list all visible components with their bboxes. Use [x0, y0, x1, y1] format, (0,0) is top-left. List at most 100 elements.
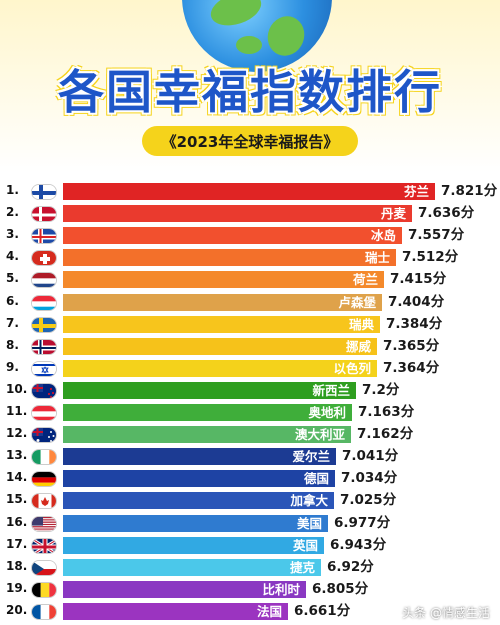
rank-label: 6. [6, 293, 19, 308]
bar-ireland [63, 448, 336, 466]
chart-row-finland: 1. 芬兰 7.821分 [0, 182, 500, 202]
bar-netherlands [63, 271, 384, 289]
value-label: 7.2分 [362, 381, 400, 398]
value-label: 7.557分 [408, 227, 465, 244]
bar-uk [63, 536, 324, 554]
chart-row-luxembourg: 6. 卢森堡 7.404分 [0, 293, 500, 313]
rank-label: 10. [6, 381, 28, 396]
bar-denmark [63, 205, 412, 223]
value-label: 6.943分 [330, 536, 387, 553]
bar-canada [63, 492, 334, 510]
country-label: 挪威 [345, 338, 371, 354]
bar-austria [63, 404, 352, 421]
country-label: 加拿大 [290, 493, 328, 509]
value-label: 6.805分 [312, 580, 369, 597]
value-label: 7.162分 [357, 426, 414, 443]
rank-label: 16. [6, 514, 28, 529]
germany-flag-icon [31, 471, 57, 488]
country-label: 芬兰 [403, 184, 429, 199]
chart-row-israel: 9. 以色列 7.364分 [0, 359, 500, 379]
country-label: 以色列 [333, 360, 371, 376]
country-label: 荷兰 [352, 272, 378, 288]
austria-flag-icon [31, 405, 57, 421]
rank-label: 20. [6, 602, 28, 617]
bar-israel [63, 359, 377, 377]
chart-row-australia: 12. 澳大利亚 7.162分 [0, 425, 500, 445]
chart-row-germany: 14. 德国 7.034分 [0, 469, 500, 489]
usa-flag-icon [31, 515, 57, 532]
value-label: 7.512分 [402, 249, 459, 266]
rank-label: 7. [6, 315, 19, 330]
rank-label: 2. [6, 205, 19, 220]
country-label: 德国 [303, 471, 329, 487]
rank-label: 8. [6, 337, 19, 352]
value-label: 6.661分 [294, 602, 351, 619]
rank-label: 14. [6, 470, 28, 485]
rank-label: 4. [6, 249, 19, 264]
country-label: 美国 [296, 515, 322, 531]
chart-row-czech: 18. 捷克 6.92分 [0, 558, 500, 578]
rank-label: 15. [6, 492, 28, 507]
chart-row-austria: 11. 奥地利 7.163分 [0, 403, 500, 423]
chart-row-denmark: 2. 丹麦 7.636分 [0, 204, 500, 224]
bar-switzerland [63, 249, 396, 267]
rank-label: 19. [6, 580, 28, 595]
chart-row-canada: 15. 加拿大 7.025分 [0, 491, 500, 511]
value-label: 7.025分 [340, 492, 397, 509]
france-flag-icon [31, 603, 57, 620]
value-label: 7.163分 [358, 404, 415, 420]
denmark-flag-icon [31, 206, 57, 223]
country-label: 瑞士 [364, 250, 390, 266]
finland-flag-icon [31, 184, 57, 200]
globe-land-shape [261, 10, 311, 62]
bar-finland [63, 183, 435, 200]
country-label: 英国 [292, 537, 318, 553]
sweden-flag-icon [31, 316, 57, 333]
globe-land-shape [236, 36, 262, 54]
bar-france [63, 602, 288, 620]
country-label: 比利时 [262, 581, 300, 597]
bar-usa [63, 514, 328, 532]
country-label: 卢森堡 [338, 294, 376, 310]
chart-row-new-zealand: 10. 新西兰 7.2分 [0, 381, 500, 401]
bar-sweden [63, 315, 380, 333]
ireland-flag-icon [31, 449, 57, 466]
page-subtitle: 《2023年全球幸福报告》 [142, 126, 358, 156]
country-label: 丹麦 [380, 206, 406, 222]
country-label: 新西兰 [312, 382, 350, 398]
canada-flag-icon [31, 493, 57, 510]
belgium-flag-icon [31, 581, 57, 598]
bar-iceland [63, 227, 402, 245]
rank-label: 13. [6, 448, 28, 463]
bar-new-zealand [63, 381, 356, 399]
chart-row-sweden: 7. 瑞典 7.384分 [0, 315, 500, 335]
value-label: 6.92分 [327, 558, 374, 575]
israel-flag-icon [31, 360, 57, 377]
rank-label: 5. [6, 271, 19, 286]
czech-flag-icon [31, 559, 57, 576]
chart-row-norway: 8. 挪威 7.365分 [0, 337, 500, 357]
chart-row-iceland: 3. 冰岛 7.557分 [0, 226, 500, 246]
uk-flag-icon [31, 537, 57, 554]
watermark-text: 头条 @情感生活 [402, 606, 490, 620]
iceland-flag-icon [31, 228, 57, 245]
rank-label: 12. [6, 426, 28, 441]
switzerland-flag-icon [31, 250, 57, 267]
bar-australia [63, 426, 351, 444]
chart-row-switzerland: 4. 瑞士 7.512分 [0, 248, 500, 268]
australia-flag-icon [31, 427, 57, 444]
chart-row-netherlands: 5. 荷兰 7.415分 [0, 270, 500, 290]
rank-label: 17. [6, 536, 28, 551]
page-title: 各国幸福指数排行 [58, 65, 442, 119]
value-label: 7.415分 [390, 271, 447, 288]
country-label: 冰岛 [370, 228, 396, 244]
value-label: 7.404分 [388, 293, 445, 310]
netherlands-flag-icon [31, 272, 57, 289]
globe-land-shape [206, 0, 266, 32]
country-label: 奥地利 [308, 405, 346, 420]
norway-flag-icon [31, 338, 57, 355]
value-label: 7.041分 [342, 448, 399, 465]
value-label: 6.977分 [334, 514, 391, 531]
bar-belgium [63, 580, 306, 598]
country-label: 法国 [256, 603, 282, 619]
